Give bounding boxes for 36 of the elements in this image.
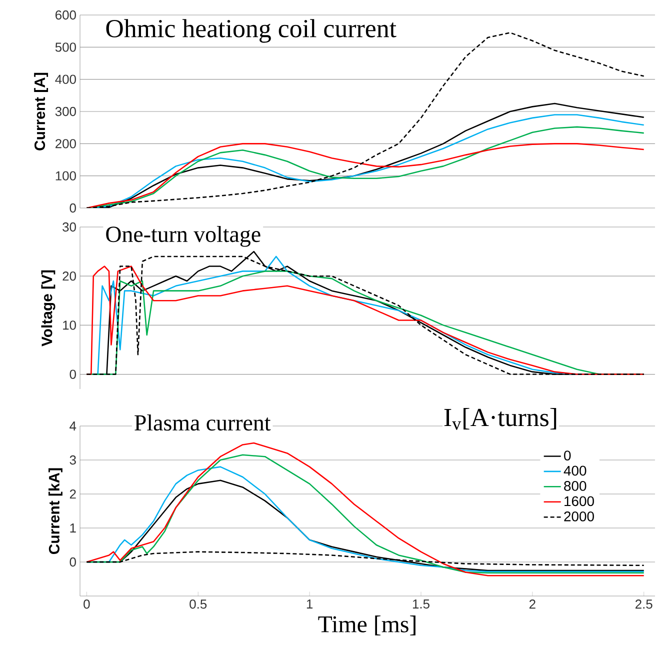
x-tick-label: 0.5	[190, 600, 207, 609]
y-tick-label: 20	[62, 272, 76, 281]
x-tick-label: 0	[84, 600, 90, 609]
chart-title: Plasma current	[134, 414, 271, 431]
y-tick-label: 10	[63, 320, 76, 330]
y-tick-label: 0	[70, 203, 76, 213]
y-tick-label: 30	[62, 222, 76, 232]
y-tick-label: 200	[56, 139, 76, 148]
x-tick-label: 2.5	[636, 600, 652, 609]
legend-label: 1600	[564, 496, 594, 506]
y-tick-label: 600	[56, 10, 76, 20]
x-axis-title: Time [ms]	[318, 616, 416, 636]
y-tick-label: 2	[70, 489, 76, 499]
legend-label: 0	[564, 450, 571, 460]
y-tick-label: 4	[70, 422, 76, 430]
y-tick-label: 0	[70, 557, 76, 567]
x-tick-label: 1.5	[412, 600, 430, 609]
y-tick-label: 1	[70, 524, 76, 532]
legend-label: 400	[564, 466, 586, 476]
y-tick-label: 300	[55, 106, 76, 116]
chart-title: Ohmic heationg coil current	[106, 19, 396, 43]
y-tick-label: 0	[70, 370, 76, 379]
y-tick-label: 3	[70, 455, 76, 465]
x-tick-label: 2	[529, 600, 536, 609]
line-series	[86, 143, 645, 208]
y-tick-label: 500	[55, 42, 76, 52]
x-tick-label: 1	[306, 600, 313, 608]
legend-label: 800	[564, 481, 586, 491]
y-tick-label: 400	[55, 74, 76, 84]
y-tick-label: 100	[56, 171, 76, 180]
chart-title: One-turn voltage	[106, 226, 260, 247]
y-axis-title: Current [kA]	[48, 468, 62, 554]
legend-title: I$_{v}$[A·turns]	[444, 408, 556, 430]
y-axis-title: Current [A]	[34, 72, 48, 150]
legend-label: 2000	[564, 511, 594, 522]
y-axis-title: Voltage [V]	[41, 270, 56, 346]
